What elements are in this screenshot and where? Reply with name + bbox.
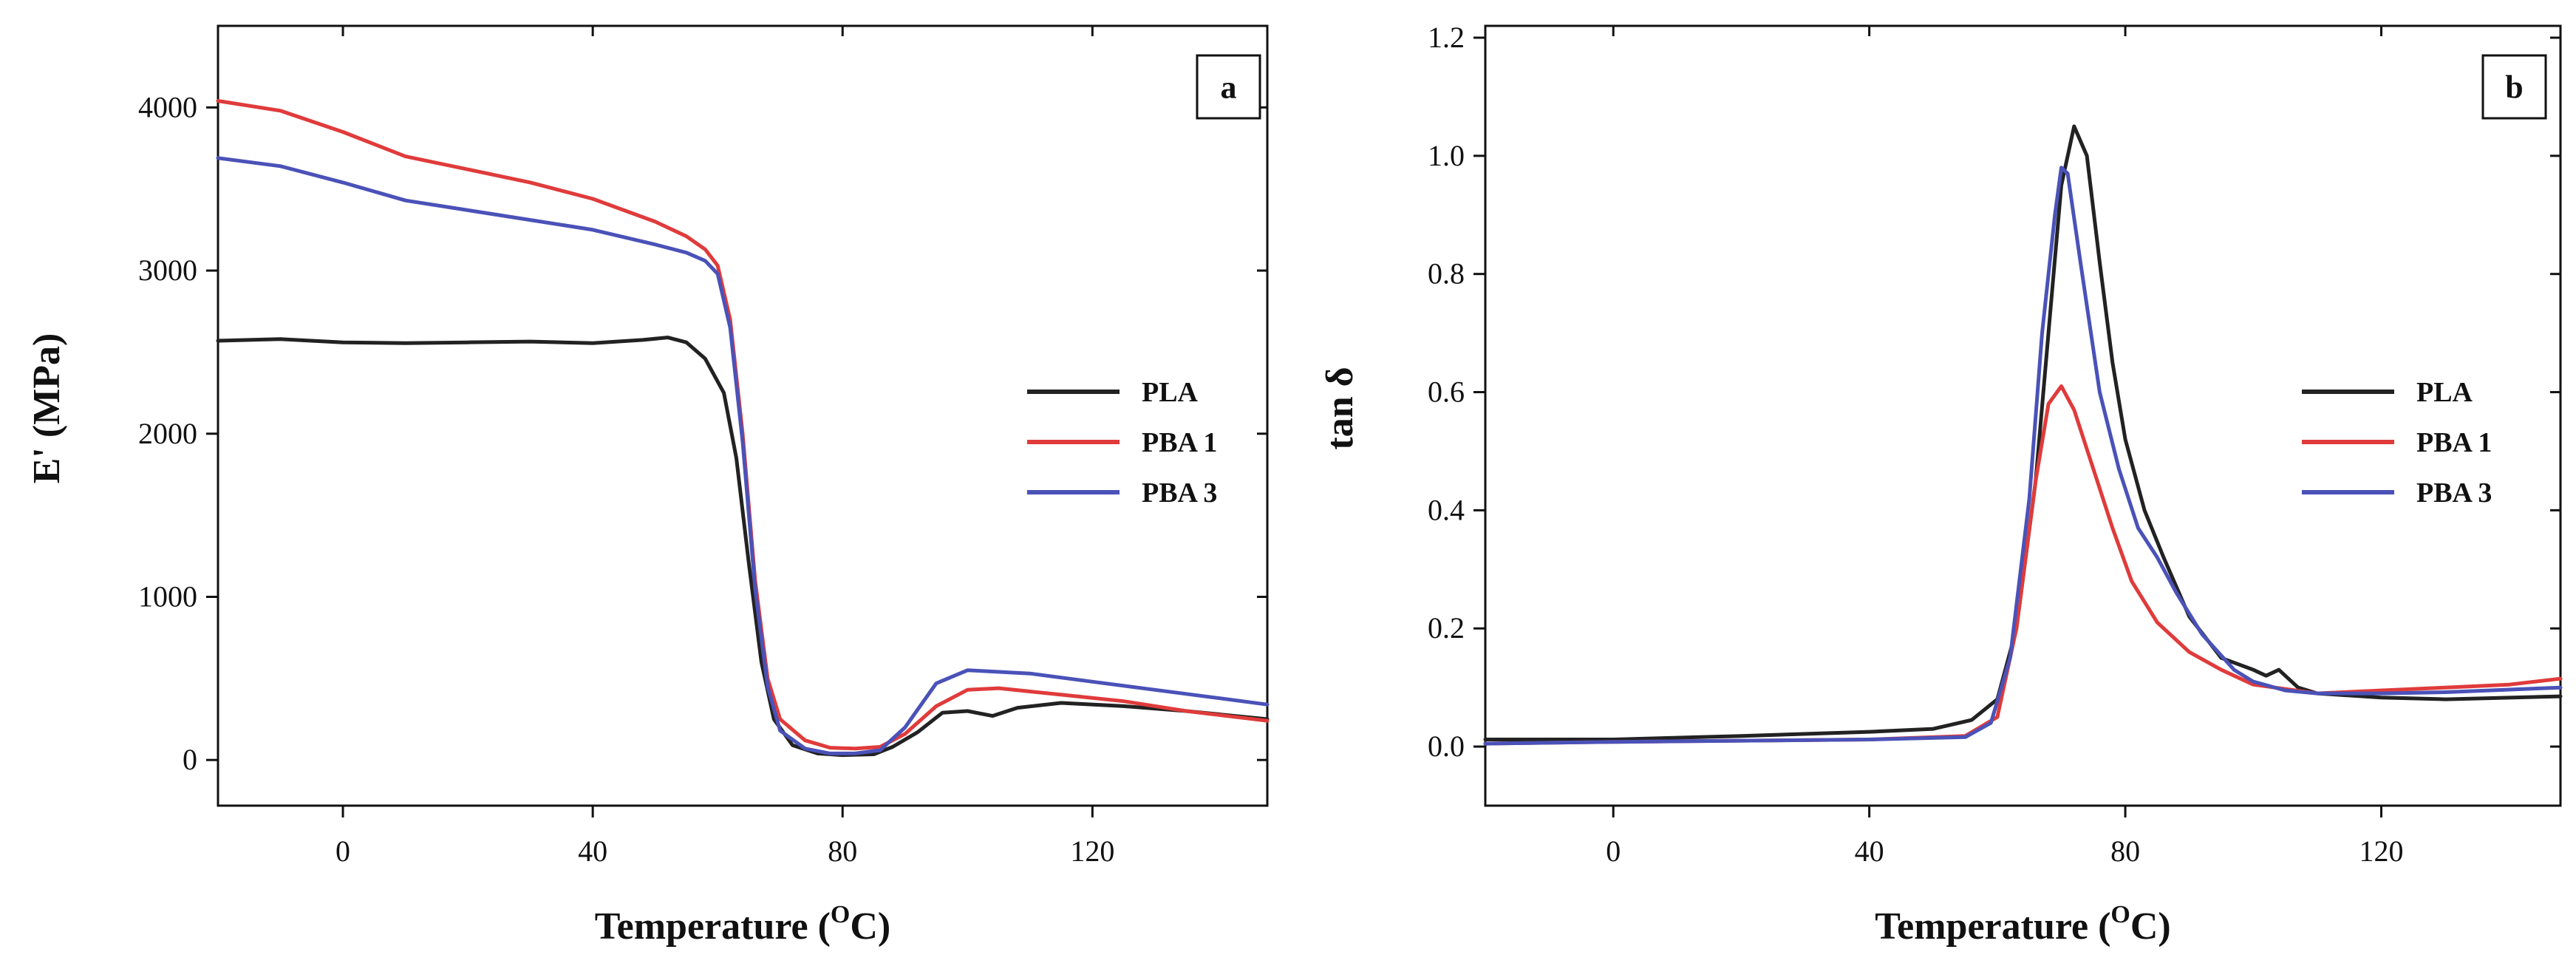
y-tick-label: 0.8 xyxy=(1428,257,1465,290)
x-axis-title-suffix: C) xyxy=(850,905,890,948)
x-axis-title: Temperature (OC) xyxy=(595,901,891,948)
legend-label: PBA 3 xyxy=(2416,477,2492,509)
legend-label: PBA 1 xyxy=(2416,427,2492,458)
x-tick-label: 0 xyxy=(1606,834,1621,868)
x-axis-title-superscript: O xyxy=(2110,901,2130,928)
x-axis-title-main: Temperature ( xyxy=(1875,905,2110,948)
x-tick-label: 40 xyxy=(578,834,607,868)
panel-label-box xyxy=(2481,54,2547,120)
chart-panel-a: 0 40 80 120 0 1000 2000 3000 4000 PLA PBA 1 PBA 3 a T… xyxy=(26,24,1270,948)
x-tick-label: 0 xyxy=(335,834,350,868)
y-tick-label: 2000 xyxy=(138,417,197,450)
legend-label: PBA 1 xyxy=(1142,427,1217,458)
y-tick-label: 0.2 xyxy=(1428,611,1465,645)
chart-panel-b: 0 40 80 120 0.0 0.2 0.4 0.6 0.8 1.0 1.2 PLA PBA 1 PBA… xyxy=(1319,21,2563,948)
legend-label: PBA 3 xyxy=(1142,477,1217,509)
x-tick-label: 80 xyxy=(2110,834,2140,868)
y-tick-label: 1000 xyxy=(138,579,197,613)
panel-label: a xyxy=(1221,69,1237,106)
y-tick-label: 0 xyxy=(183,743,197,776)
x-tick-label: 120 xyxy=(2359,834,2404,868)
y-axis-title: E' (MPa) xyxy=(26,333,68,484)
y-tick-label: 1.0 xyxy=(1428,139,1465,172)
series-line-pba-3 xyxy=(216,156,1270,755)
series-line-pla xyxy=(1483,124,2563,741)
x-tick-label: 80 xyxy=(828,834,857,868)
plot-frame xyxy=(1484,24,2562,807)
y-tick-label: 3000 xyxy=(138,254,197,287)
y-tick-label: 0.0 xyxy=(1428,730,1465,763)
legend-label: PLA xyxy=(1142,377,1199,408)
y-tick-label: 0.6 xyxy=(1428,375,1465,409)
y-tick-label: 4000 xyxy=(138,90,197,123)
panel-label-box xyxy=(1196,54,1261,120)
plot-frame xyxy=(217,24,1269,807)
y-tick-label: 1.2 xyxy=(1428,21,1465,54)
x-axis-title-suffix: C) xyxy=(2130,905,2171,948)
x-axis-title-main: Temperature ( xyxy=(595,905,831,948)
series-line-pba-3 xyxy=(1483,166,2563,746)
panel-label: b xyxy=(2505,69,2523,106)
x-axis-title: Temperature (OC) xyxy=(1875,901,2171,948)
y-axis-title: tan δ xyxy=(1319,367,1361,449)
x-tick-label: 40 xyxy=(1855,834,1884,868)
y-tick-label: 0.4 xyxy=(1428,493,1465,526)
legend-label: PLA xyxy=(2416,377,2473,408)
x-axis-title-superscript: O xyxy=(831,901,850,928)
x-tick-label: 120 xyxy=(1070,834,1114,868)
series-line-pla xyxy=(216,336,1270,758)
series-line-pba-1 xyxy=(216,99,1270,751)
